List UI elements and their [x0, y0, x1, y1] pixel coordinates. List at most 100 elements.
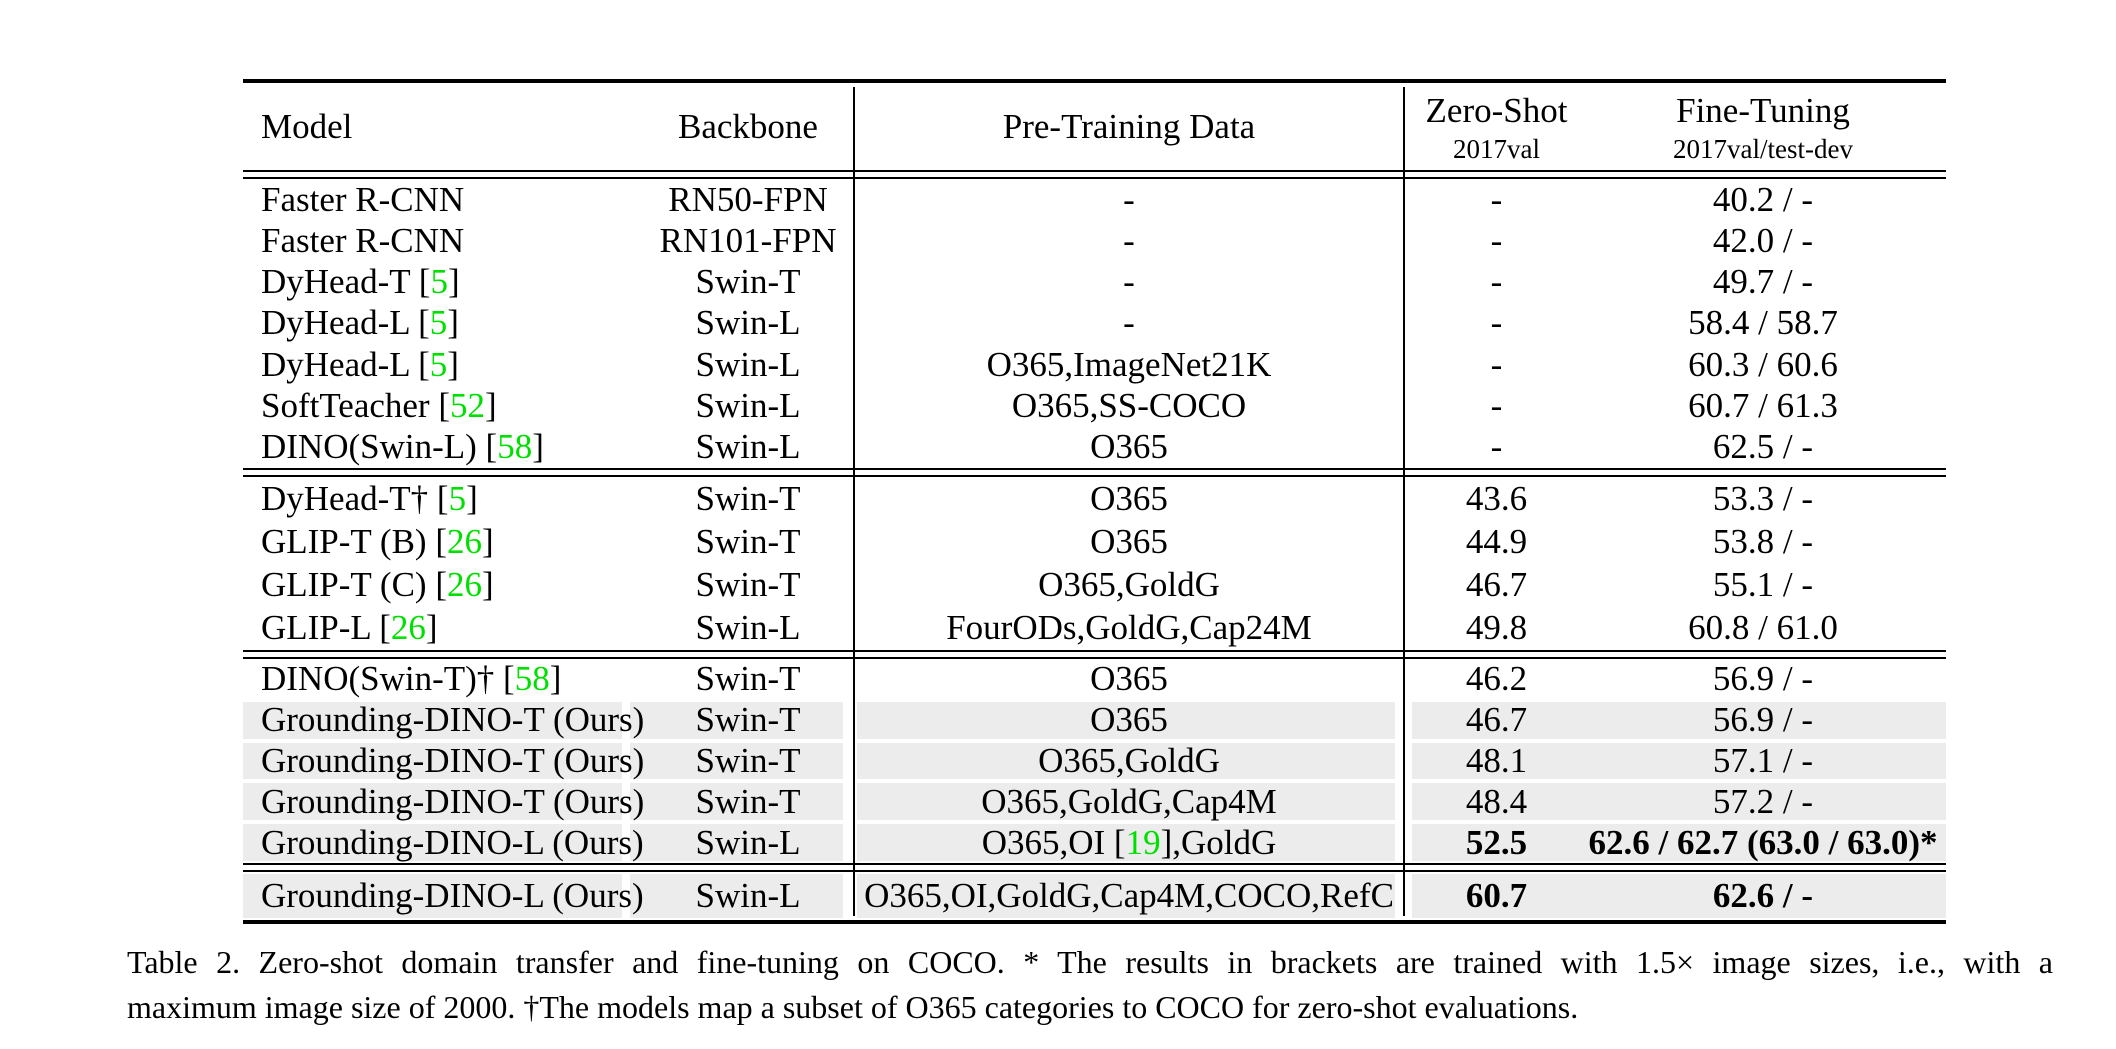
backbone-cell: Swin-T — [695, 521, 801, 561]
table-row: DyHead-L [5] Swin-L O365,ImageNet21K - 60.3 … — [243, 344, 1946, 385]
row-highlight — [630, 824, 843, 861]
table-row: DyHead-T† [5] Swin-T O365 43.6 53.3 / - — [243, 477, 1946, 520]
pretraining-data-cell: - — [1123, 179, 1135, 219]
zero-shot-value: 46.7 — [1465, 565, 1528, 605]
header-zero-shot-title: Zero-Shot — [1425, 90, 1568, 130]
fine-tuning-value: 62.5 / - — [1712, 427, 1814, 467]
table-row: SoftTeacher [52] Swin-L O365,SS-COCO - 60.7 … — [243, 385, 1946, 426]
zero-shot-value: 48.1 — [1465, 740, 1528, 780]
fine-tuning-value: 57.2 / - — [1712, 781, 1814, 821]
backbone-cell: Swin-L — [695, 876, 801, 915]
zero-shot-value: - — [1490, 220, 1503, 260]
pretraining-data-cell: O365,SS-COCO — [1011, 386, 1247, 426]
table-header-row: Model Backbone Pre-Training Data Zero-Sh… — [243, 83, 1946, 170]
zero-shot-value: 46.7 — [1465, 700, 1528, 740]
pretraining-data-cell: O365,OI [19],GoldG — [981, 822, 1277, 862]
citation-link[interactable]: 26 — [390, 608, 426, 648]
row-highlight — [1412, 742, 1946, 780]
fine-tuning-value: 62.6 / 62.7 (63.0 / 63.0)* — [1588, 822, 1938, 862]
zero-shot-value: 44.9 — [1465, 521, 1528, 561]
table-caption: Table 2. Zero-shot domain transfer and f… — [127, 940, 2053, 1030]
pretraining-data-cell: O365,ImageNet21K — [986, 344, 1272, 384]
fine-tuning-value: 53.8 / - — [1712, 521, 1814, 561]
backbone-cell: Swin-T — [695, 262, 801, 302]
section-divider-rule — [243, 650, 1946, 659]
citation-link[interactable]: 19 — [1125, 822, 1161, 862]
citation-link[interactable]: 52 — [449, 386, 485, 426]
row-highlight — [857, 874, 1395, 918]
model-cell: Faster R-CNN — [261, 179, 465, 219]
pretraining-data-cell: O365,GoldG,Cap4M — [981, 781, 1277, 821]
results-table: Model Backbone Pre-Training Data Zero-Sh… — [243, 79, 1946, 924]
section-divider-rule — [243, 170, 1946, 179]
model-cell: GLIP-L [26] — [261, 608, 438, 648]
zero-shot-value: 49.8 — [1465, 608, 1528, 648]
zero-shot-value: 46.2 — [1465, 659, 1528, 699]
backbone-cell: Swin-L — [695, 427, 801, 467]
zero-shot-value: 52.5 — [1465, 822, 1528, 862]
model-cell: DyHead-L [5] — [261, 303, 459, 343]
citation-link[interactable]: 5 — [448, 478, 467, 518]
pretraining-data-cell: - — [1123, 303, 1135, 343]
citation-link[interactable]: 5 — [429, 303, 448, 343]
citation-link[interactable]: 58 — [514, 659, 550, 699]
fine-tuning-value: 58.4 / 58.7 — [1688, 303, 1838, 343]
fine-tuning-value: 49.7 / - — [1712, 262, 1814, 302]
model-cell: DyHead-T [5] — [261, 262, 460, 302]
backbone-cell: Swin-L — [695, 608, 801, 648]
row-highlight — [630, 783, 843, 821]
backbone-cell: Swin-T — [695, 781, 801, 821]
model-cell: SoftTeacher [52] — [261, 386, 497, 426]
row-highlight — [630, 742, 843, 780]
backbone-cell: RN101-FPN — [659, 220, 837, 260]
backbone-cell: Swin-L — [695, 344, 801, 384]
model-cell: DINO(Swin-L) [58] — [261, 427, 544, 467]
header-zero-shot: Zero-Shot 2017val — [1413, 83, 1580, 170]
row-highlight — [243, 701, 622, 739]
pretraining-data-cell: O365 — [1090, 659, 1168, 699]
model-cell: Faster R-CNN — [261, 220, 465, 260]
pretraining-data-cell: O365 — [1090, 478, 1168, 518]
model-cell: DyHead-T† [5] — [261, 478, 478, 518]
row-highlight — [1412, 874, 1946, 918]
backbone-cell: Swin-T — [695, 478, 801, 518]
caption-line-2: maximum image size of 2000. †The models … — [127, 989, 1579, 1025]
row-highlight — [243, 824, 622, 861]
zero-shot-value: - — [1490, 344, 1503, 384]
table-row: Faster R-CNN RN50-FPN - - 40.2 / - — [243, 179, 1946, 220]
row-highlight — [243, 783, 622, 821]
backbone-cell: Swin-T — [695, 565, 801, 605]
section-divider-rule — [243, 468, 1946, 477]
pretraining-data-cell: O365,GoldG — [1038, 740, 1220, 780]
table-row: Faster R-CNN RN101-FPN - - 42.0 / - — [243, 220, 1946, 261]
table-row: GLIP-L [26] Swin-L FourODs,GoldG,Cap24M 49.… — [243, 607, 1946, 650]
citation-link[interactable]: 26 — [447, 521, 482, 561]
column-divider — [853, 87, 855, 916]
table-row: DINO(Swin-T)† [58] Swin-T O365 46.2 56.9 / - — [243, 659, 1946, 700]
fine-tuning-value: 60.7 / 61.3 — [1688, 386, 1838, 426]
pretraining-data-cell: - — [1123, 262, 1135, 302]
table-section-grounding-dino: DINO(Swin-T)† [58] Swin-T O365 46.2 56.9 / -… — [243, 659, 1946, 863]
row-highlight — [243, 742, 622, 780]
fine-tuning-value: 56.9 / - — [1712, 700, 1814, 740]
table-row: GLIP-T (B) [26] Swin-T O365 44.9 53.8 / - — [243, 520, 1946, 563]
pretraining-data-cell: O365,OI,GoldG,Cap4M,COCO,RefC — [864, 876, 1394, 915]
table-section-grounding-dino-full: Grounding-DINO-L (Ours) Swin-L O365,OI,Gol… — [243, 872, 1946, 920]
zero-shot-value: 43.6 — [1465, 478, 1528, 518]
citation-link[interactable]: 5 — [430, 262, 448, 302]
backbone-cell: Swin-T — [695, 700, 801, 740]
citation-link[interactable]: 26 — [447, 565, 482, 605]
citation-link[interactable]: 5 — [429, 344, 448, 384]
citation-link[interactable]: 58 — [497, 427, 533, 467]
row-highlight — [1412, 824, 1946, 861]
backbone-cell: Swin-L — [695, 822, 801, 862]
model-cell: GLIP-T (C) [26] — [261, 565, 494, 605]
row-highlight — [857, 824, 1395, 861]
row-highlight — [243, 874, 622, 918]
fine-tuning-value: 56.9 / - — [1712, 659, 1814, 699]
section-divider-rule — [243, 863, 1946, 872]
table-row: Grounding-DINO-T (Ours) Swin-T O365 46.7 56.… — [243, 700, 1946, 741]
header-fine-tuning-title: Fine-Tuning — [1676, 90, 1850, 130]
table-section-zero-shot-baselines: DyHead-T† [5] Swin-T O365 43.6 53.3 / - GLIP-… — [243, 477, 1946, 650]
table-row: Grounding-DINO-L (Ours) Swin-L O365,OI,Gol… — [243, 872, 1946, 920]
